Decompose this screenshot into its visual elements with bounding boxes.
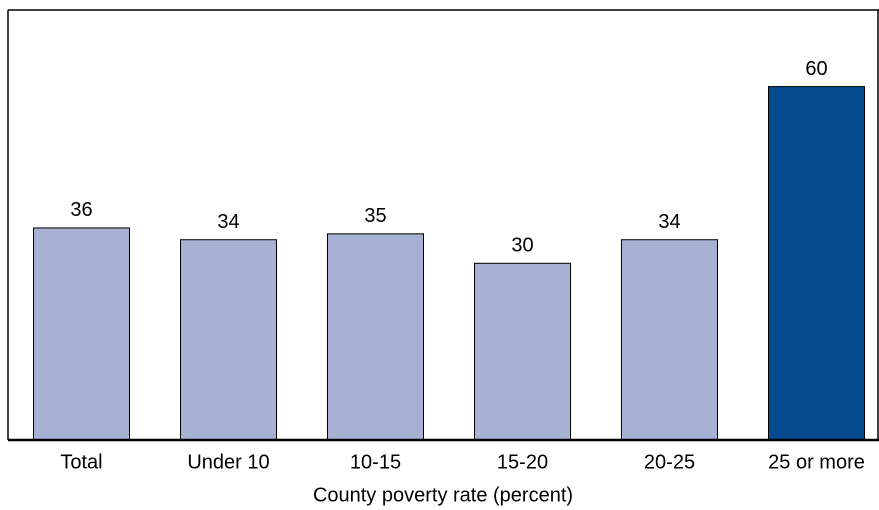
- bar: [327, 233, 424, 441]
- value-label: 34: [217, 211, 239, 233]
- bar: [474, 262, 571, 441]
- x-tick-label: Total: [60, 451, 102, 473]
- bar: [768, 86, 865, 441]
- x-tick-label: 10-15: [350, 451, 401, 473]
- value-label: 34: [658, 211, 680, 233]
- x-tick-label: 20-25: [644, 451, 695, 473]
- value-label: 35: [364, 205, 386, 227]
- value-label: 30: [511, 235, 533, 257]
- bar: [33, 227, 130, 441]
- value-label: 36: [70, 199, 92, 221]
- x-tick-label: 15-20: [497, 451, 548, 473]
- x-tick-label: 25 or more: [768, 451, 865, 473]
- bar: [621, 239, 718, 441]
- x-tick-label: Under 10: [187, 451, 269, 473]
- x-axis-title: County poverty rate (percent): [313, 484, 573, 506]
- bar: [180, 239, 277, 441]
- value-label: 60: [805, 58, 827, 80]
